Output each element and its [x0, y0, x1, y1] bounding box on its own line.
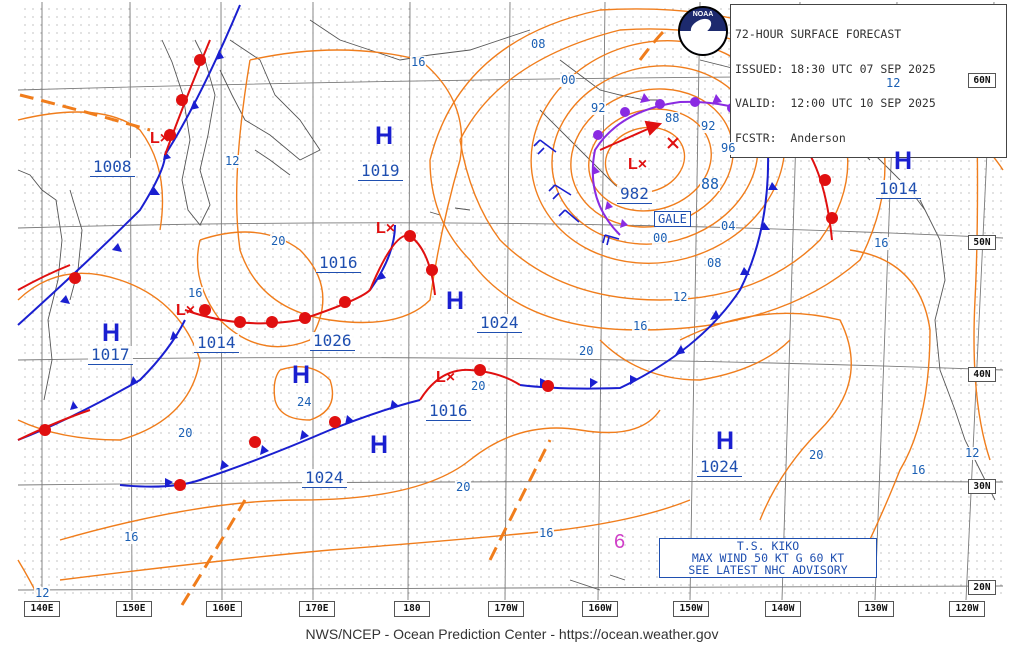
- header-valid: VALID: 12:00 UTC 10 SEP 2025: [735, 96, 936, 110]
- pressure-value: 1019: [358, 162, 403, 181]
- high-symbol: H: [292, 361, 311, 389]
- isobar-label: 12: [224, 154, 241, 168]
- pressure-value: 1014: [194, 334, 239, 353]
- isobar-label: 20: [177, 426, 194, 440]
- lat-label-20n: 20N: [968, 580, 996, 595]
- lon-label-120w: 120W: [949, 601, 985, 617]
- advisory-name: T.S. KIKO: [736, 539, 800, 553]
- tropical-storm-icon: 6: [614, 531, 626, 553]
- advisory-note: SEE LATEST NHC ADVISORY: [688, 563, 848, 577]
- isobar-label: 16: [538, 526, 555, 540]
- pressure-value: 1014: [876, 180, 921, 199]
- pressure-value: 1024: [697, 458, 742, 477]
- isobar-label: 20: [808, 448, 825, 462]
- isobar-label: 92: [590, 101, 607, 115]
- isobar-label: 16: [632, 319, 649, 333]
- low-symbol: L×: [436, 369, 456, 386]
- footer-credit: NWS/NCEP - Ocean Prediction Center - htt…: [305, 626, 719, 642]
- pressure-value: 982: [617, 185, 652, 204]
- isobar-label: 16: [873, 236, 890, 250]
- isobar-label: 92: [700, 119, 717, 133]
- isobar-label: 20: [470, 379, 487, 393]
- isobar-label: 12: [885, 76, 902, 90]
- lon-label-170w: 170W: [488, 601, 524, 617]
- lat-label-30n: 30N: [968, 479, 996, 494]
- lon-label-140w: 140W: [765, 601, 801, 617]
- isobar-label: 20: [578, 344, 595, 358]
- tropical-advisory-box: T.S. KIKO MAX WIND 50 KT G 60 KT SEE LAT…: [659, 538, 877, 578]
- isobar-label: 12: [964, 446, 981, 460]
- isobar-label: 88: [664, 111, 681, 125]
- lon-label-160e: 160E: [206, 601, 242, 617]
- isobar-label: 12: [34, 586, 51, 600]
- pressure-value: 1008: [90, 158, 135, 177]
- lon-label-170e: 170E: [299, 601, 335, 617]
- advisory-wind: MAX WIND 50 KT G 60 KT: [691, 551, 845, 565]
- pressure-value: 1026: [310, 332, 355, 351]
- isobar-label: 16: [410, 55, 427, 69]
- lon-label-150w: 150W: [673, 601, 709, 617]
- pressure-value: 1016: [316, 254, 361, 273]
- pressure-value: 1016: [426, 402, 471, 421]
- isobar-label: 16: [910, 463, 927, 477]
- isobar-label: 16: [187, 286, 204, 300]
- isobar-label: 08: [530, 37, 547, 51]
- logo-text: NOAA: [692, 11, 714, 18]
- pressure-value: 1017: [88, 346, 133, 365]
- header-title: 72-HOUR SURFACE FORECAST: [735, 27, 902, 41]
- lon-label-130w: 130W: [858, 601, 894, 617]
- isobar-label: 20: [270, 234, 287, 248]
- forecast-header: 72-HOUR SURFACE FORECAST ISSUED: 18:30 U…: [730, 4, 1007, 158]
- lat-label-40n: 40N: [968, 367, 996, 382]
- low-symbol: L×: [628, 156, 648, 173]
- isobar-label: 96: [720, 141, 737, 155]
- high-symbol: H: [375, 122, 394, 150]
- pressure-value: 1024: [302, 469, 347, 488]
- isobar-label: 16: [123, 530, 140, 544]
- isobar-label: 04: [720, 219, 737, 233]
- warm-front-bumps: [39, 54, 838, 491]
- isobar-label: 24: [296, 395, 313, 409]
- high-symbol: H: [716, 427, 735, 455]
- noaa-logo: NOAA: [678, 6, 728, 56]
- lon-label-150e: 150E: [116, 601, 152, 617]
- troughs: [19, 28, 667, 606]
- high-symbol: H: [102, 319, 121, 347]
- isobar-label: 20: [455, 480, 472, 494]
- lon-label-160w: 160W: [582, 601, 618, 617]
- lat-label-60n: 60N: [968, 73, 996, 88]
- lon-label-140e: 140E: [24, 601, 60, 617]
- isobar-label: 12: [672, 290, 689, 304]
- header-issued: ISSUED: 18:30 UTC 07 SEP 2025: [735, 61, 936, 76]
- isobar-label: 00: [652, 231, 669, 245]
- cold-front-barbs: [60, 50, 778, 488]
- gale-warning: GALE: [654, 211, 691, 227]
- low-symbol: L×: [376, 220, 396, 237]
- high-symbol: H: [370, 431, 389, 459]
- pressure-value: 1024: [477, 314, 522, 333]
- storm-motion-arrow: [599, 120, 679, 151]
- low-symbol: L×: [176, 302, 196, 319]
- lat-label-50n: 50N: [968, 235, 996, 250]
- isobar-label: 00: [560, 73, 577, 87]
- isobar-label: 88: [700, 175, 721, 193]
- low-symbol: L×: [150, 130, 170, 147]
- occluded-front: [591, 100, 769, 236]
- isobar-label: 08: [706, 256, 723, 270]
- lon-label-180: 180: [394, 601, 430, 617]
- header-forecaster: FCSTR: Anderson: [735, 130, 846, 145]
- high-symbol: H: [446, 287, 465, 315]
- high-symbol: H: [894, 147, 913, 175]
